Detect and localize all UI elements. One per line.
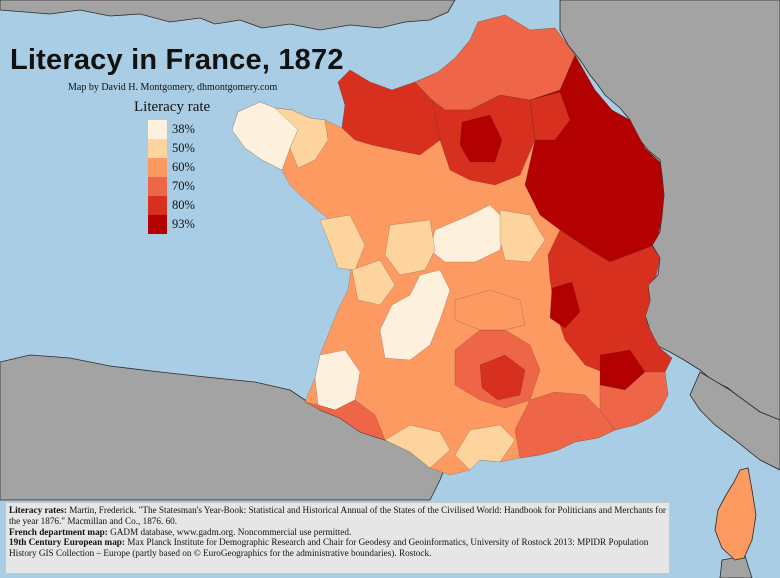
legend-swatch (148, 120, 167, 139)
center-north-light (429, 204, 506, 263)
legend-item: 50% (148, 139, 195, 158)
legend-item: 60% (148, 158, 195, 177)
source-label: Literacy rates: (9, 505, 67, 515)
legend-item: 70% (148, 177, 195, 196)
source-label: French department map: (9, 526, 108, 537)
source-text: Max Planck Institute for Demographic Res… (9, 537, 649, 559)
center-east-yellow (499, 209, 546, 263)
poitou-yellow (351, 259, 396, 306)
legend-item: 38% (148, 120, 195, 139)
source-label: 19th Century European map: (9, 537, 125, 548)
legend-item: 80% (148, 196, 195, 215)
britain-landmass (0, 0, 456, 31)
northeast-inner (529, 91, 571, 141)
legend-title: Literacy rate (134, 99, 211, 115)
legend-swatch (148, 196, 167, 215)
languedoc-orange (514, 391, 616, 459)
source-text: Martin, Frederick. "The Statesman's Year… (9, 505, 666, 526)
france-regions (231, 14, 673, 476)
legend-item: 93% (148, 215, 195, 234)
sources-box: Literacy rates: Martin, Frederick. "The … (5, 502, 670, 574)
massif-dark (479, 354, 526, 401)
legend-label: 60% (172, 160, 195, 174)
provence-orange (599, 371, 669, 431)
source-department-map: French department map: GADM database, ww… (9, 527, 666, 538)
map-title: Literacy in France, 1872 (10, 44, 344, 76)
southwest-orange (304, 399, 386, 441)
pyrenees-yellow (384, 424, 451, 469)
map-byline: Map by David H. Montgomery, dhmontgomery… (68, 82, 278, 93)
legend-label: 70% (172, 179, 195, 193)
legend-swatch (148, 139, 167, 158)
rhone-dark (549, 281, 581, 329)
center-light (379, 269, 451, 361)
legend-swatch (148, 215, 167, 234)
source-literacy: Literacy rates: Martin, Frederick. "The … (9, 505, 666, 527)
legend-label: 38% (172, 122, 195, 136)
source-european-map: 19th Century European map: Max Planck In… (9, 537, 666, 559)
center-yellow (384, 219, 436, 276)
italy-landmass (689, 371, 780, 471)
brittany-east-region (274, 107, 329, 169)
paris-core (459, 114, 503, 163)
legend-label: 50% (172, 141, 195, 155)
legend-swatch (148, 177, 167, 196)
auvergne-orange (454, 289, 526, 331)
legend: 38% 50% 60% 70% 80% 93% (148, 120, 195, 234)
legend-label: 93% (172, 217, 195, 231)
corsica (714, 467, 757, 561)
legend-swatch (148, 158, 167, 177)
legend-label: 80% (172, 198, 195, 212)
roussillon-yellow (454, 424, 516, 471)
source-text: GADM database, www.gadm.org. Noncommerci… (107, 526, 352, 537)
